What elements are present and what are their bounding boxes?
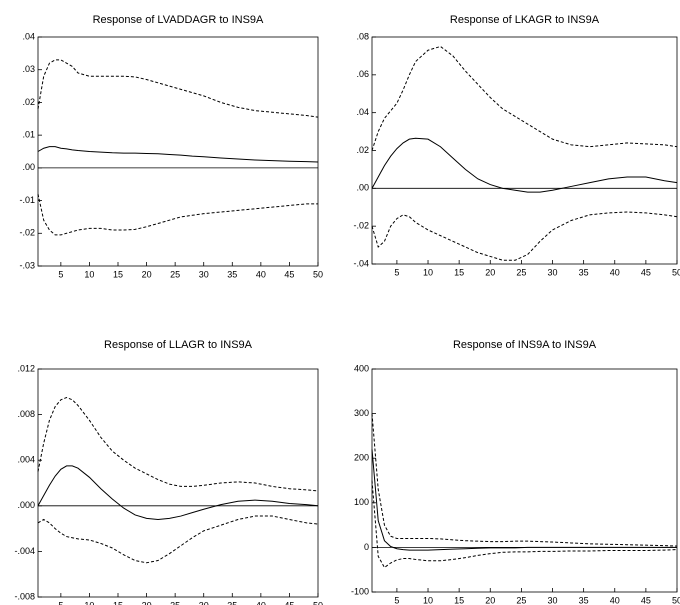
x-tick-label: 25: [170, 269, 180, 279]
y-tick-label: 200: [354, 453, 369, 463]
x-tick-label: 40: [610, 267, 620, 277]
x-tick-label: 5: [58, 600, 63, 605]
x-tick-label: 10: [84, 600, 94, 605]
x-tick-label: 20: [485, 267, 495, 277]
series-line: [372, 449, 677, 550]
x-tick-label: 35: [579, 595, 589, 605]
x-tick-label: 5: [58, 269, 63, 279]
chart-grid: Response of LVADDAGR to INS9A .04 .03 .02 .0…: [0, 0, 680, 605]
x-tick-label: 40: [256, 600, 266, 605]
panel: Response of LVADDAGR to INS9A .04 .03 .02 .0…: [19, 14, 323, 279]
x-tick-label: 25: [516, 595, 526, 605]
x-tick-label: 40: [256, 269, 266, 279]
y-tick-label: .02: [22, 97, 35, 107]
x-tick-label: 30: [548, 267, 558, 277]
y-tick-label: .012: [17, 363, 35, 373]
plot-frame: [38, 369, 318, 597]
y-tick-label: .02: [356, 145, 369, 155]
x-tick-label: 10: [423, 595, 433, 605]
plot-frame: [372, 37, 677, 264]
x-tick-label: 35: [227, 600, 237, 605]
series-line: [38, 60, 318, 117]
y-tick-label: .08: [356, 31, 369, 41]
x-tick-label: 10: [84, 269, 94, 279]
chart-title: Response of LVADDAGR to INS9A: [93, 14, 264, 26]
y-tick-label: .03: [22, 64, 35, 74]
x-tick-label: 25: [170, 600, 180, 605]
y-tick-label: -.02: [19, 228, 35, 238]
series-line: [372, 46, 677, 150]
x-tick-label: 45: [641, 267, 651, 277]
y-tick-label: 400: [354, 363, 369, 373]
y-tick-label: .04: [356, 107, 369, 117]
series-line: [38, 194, 318, 235]
y-tick-label: .000: [17, 500, 35, 510]
panel: Response of LLAGR to INS9A .012 .008 .004 .0…: [14, 339, 323, 605]
y-tick-label: -.04: [353, 258, 369, 268]
series-line: [38, 147, 318, 162]
y-tick-label: 300: [354, 408, 369, 418]
y-tick-label: 100: [354, 497, 369, 507]
y-tick-label: -.01: [19, 195, 35, 205]
y-tick-label: -.03: [19, 260, 35, 270]
y-tick-label: 0: [364, 542, 369, 552]
y-tick-label: .00: [22, 162, 35, 172]
series-line: [372, 414, 677, 546]
plot-frame: [372, 369, 677, 592]
series-line: [372, 212, 677, 260]
page: {"chart_data": [ {"type": "line", "title…: [0, 0, 680, 605]
x-tick-label: 20: [142, 600, 152, 605]
x-tick-label: 35: [227, 269, 237, 279]
y-tick-label: .004: [17, 455, 35, 465]
x-tick-label: 20: [485, 595, 495, 605]
x-tick-label: 45: [284, 600, 294, 605]
plot-frame: [38, 37, 318, 266]
chart-title: Response of LKAGR to INS9A: [450, 14, 600, 26]
y-tick-label: .04: [22, 31, 35, 41]
x-tick-label: 15: [113, 600, 123, 605]
x-tick-label: 20: [142, 269, 152, 279]
x-tick-label: 35: [579, 267, 589, 277]
y-tick-label: -.004: [14, 546, 35, 556]
series-line: [372, 481, 677, 568]
x-tick-label: 25: [516, 267, 526, 277]
x-tick-label: 5: [394, 267, 399, 277]
x-tick-label: 50: [672, 595, 680, 605]
x-tick-label: 15: [113, 269, 123, 279]
x-tick-label: 15: [454, 267, 464, 277]
x-tick-label: 15: [454, 595, 464, 605]
x-tick-label: 45: [284, 269, 294, 279]
x-tick-label: 30: [199, 269, 209, 279]
y-tick-label: .01: [22, 130, 35, 140]
x-tick-label: 50: [672, 267, 680, 277]
series-line: [38, 516, 318, 563]
y-tick-label: .00: [356, 183, 369, 193]
y-tick-label: -100: [351, 586, 369, 596]
x-tick-label: 45: [641, 595, 651, 605]
y-tick-label: -.008: [14, 591, 35, 601]
series-line: [372, 138, 677, 192]
x-tick-label: 50: [313, 600, 323, 605]
x-tick-label: 5: [394, 595, 399, 605]
x-tick-label: 40: [610, 595, 620, 605]
y-tick-label: -.02: [353, 221, 369, 231]
x-tick-label: 30: [548, 595, 558, 605]
y-tick-label: .008: [17, 409, 35, 419]
series-line: [38, 398, 318, 491]
chart-title: Response of LLAGR to INS9A: [104, 339, 253, 351]
panel: Response of INS9A to INS9A 400 300 200 100 0 -…: [351, 339, 680, 605]
x-tick-label: 10: [423, 267, 433, 277]
series-line: [38, 466, 318, 520]
x-tick-label: 30: [199, 600, 209, 605]
panel: Response of LKAGR to INS9A .08 .06 .04 .02 .0…: [353, 14, 680, 277]
x-tick-label: 50: [313, 269, 323, 279]
y-tick-label: .06: [356, 69, 369, 79]
chart-title: Response of INS9A to INS9A: [453, 339, 597, 351]
